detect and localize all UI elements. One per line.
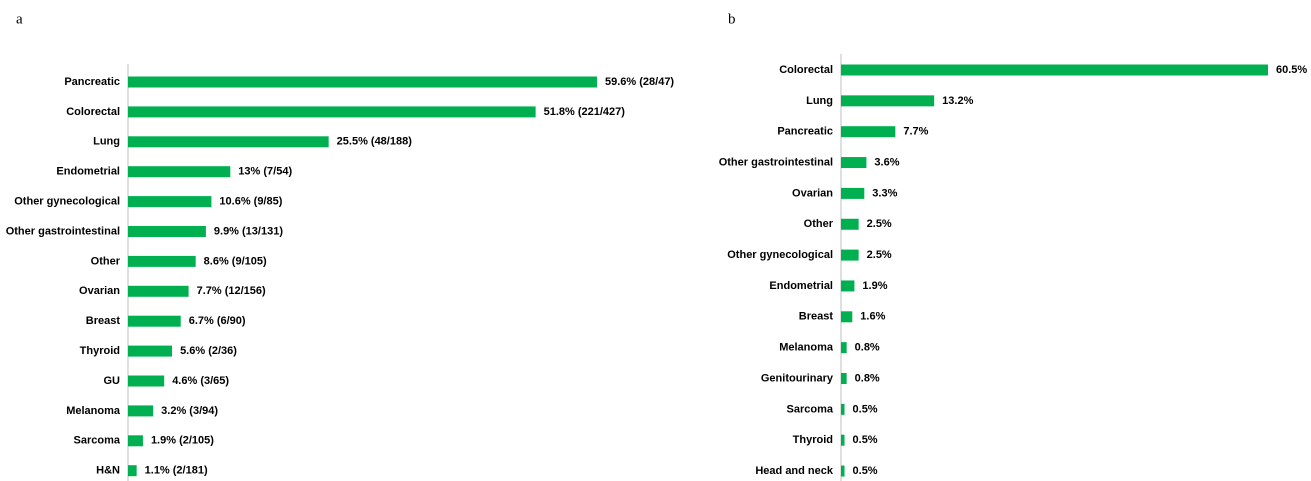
bar <box>841 403 845 415</box>
value-label: 51.8% (221/427) <box>544 106 626 118</box>
value-label: 1.6% <box>860 311 885 323</box>
category-label: Colorectal <box>66 106 120 118</box>
category-label: Pancreatic <box>64 76 120 88</box>
category-label: Other <box>91 255 121 267</box>
bar <box>128 106 536 118</box>
category-label: Other gastrointestinal <box>719 156 833 168</box>
bar <box>841 280 855 292</box>
value-label: 1.9% <box>862 280 887 292</box>
bar <box>128 226 206 237</box>
value-label: 0.8% <box>855 372 880 384</box>
value-label: 4.6% (3/65) <box>172 375 229 387</box>
bar <box>128 285 189 297</box>
bar <box>841 64 1268 76</box>
category-label: Endometrial <box>56 166 120 178</box>
category-label: Breast <box>799 311 834 323</box>
value-label: 5.6% (2/36) <box>180 345 237 357</box>
value-label: 3.2% (3/94) <box>161 405 218 417</box>
category-label: Sarcoma <box>74 435 121 447</box>
category-label: Thyroid <box>793 434 833 446</box>
category-label: Sarcoma <box>787 403 834 415</box>
value-label: 1.9% (2/105) <box>151 435 214 447</box>
value-label: 0.5% <box>853 434 878 446</box>
bar <box>128 405 154 417</box>
category-label: Other <box>804 218 834 230</box>
value-label: 25.5% (48/188) <box>337 136 413 148</box>
bar <box>128 345 173 357</box>
bar <box>841 187 865 199</box>
value-label: 7.7% (12/156) <box>197 285 266 297</box>
category-label: Melanoma <box>779 342 834 354</box>
bar <box>841 157 867 169</box>
bar <box>128 375 165 387</box>
category-label: H&N <box>96 465 120 477</box>
value-label: 7.7% <box>903 126 928 138</box>
bar <box>841 373 847 384</box>
bar <box>128 255 196 267</box>
category-label: Genitourinary <box>761 372 834 384</box>
category-label: Melanoma <box>66 405 121 417</box>
panel-label: a <box>16 11 23 27</box>
bar <box>128 76 597 88</box>
bar <box>841 465 845 477</box>
category-label: Other gynecological <box>727 249 833 261</box>
value-label: 10.6% (9/85) <box>219 196 282 208</box>
value-label: 0.8% <box>855 342 880 354</box>
category-label: Other gastrointestinal <box>6 225 120 237</box>
category-label: Breast <box>86 315 121 327</box>
bar <box>841 126 896 138</box>
category-label: Pancreatic <box>777 126 833 138</box>
category-label: Ovarian <box>792 187 833 199</box>
bar <box>841 218 859 230</box>
value-label: 3.6% <box>874 156 899 168</box>
value-label: 13.2% <box>942 95 973 107</box>
value-label: 6.7% (6/90) <box>189 315 246 327</box>
bar <box>841 311 853 323</box>
bar <box>128 196 212 208</box>
value-label: 1.1% (2/181) <box>145 465 208 477</box>
value-label: 13% (7/54) <box>238 166 292 178</box>
value-label: 8.6% (9/105) <box>204 255 267 267</box>
bar <box>128 315 181 327</box>
value-label: 60.5% <box>1276 64 1307 76</box>
category-label: Head and neck <box>755 465 834 477</box>
category-label: Other gynecological <box>14 196 120 208</box>
value-label: 2.5% <box>867 218 892 230</box>
value-label: 59.6% (28/47) <box>605 76 674 88</box>
value-label: 2.5% <box>867 249 892 261</box>
bar <box>841 95 935 107</box>
bar <box>128 136 329 148</box>
category-label: Lung <box>93 136 120 148</box>
value-label: 0.5% <box>853 465 878 477</box>
value-label: 0.5% <box>853 403 878 415</box>
category-label: GU <box>104 375 121 387</box>
bar <box>128 435 143 447</box>
panel-label: b <box>728 11 736 27</box>
value-label: 9.9% (13/131) <box>214 225 283 237</box>
category-label: Thyroid <box>80 345 120 357</box>
bar <box>841 249 859 261</box>
value-label: 3.3% <box>872 187 897 199</box>
bar <box>128 465 137 477</box>
category-label: Endometrial <box>769 280 833 292</box>
bar <box>128 166 231 178</box>
bar <box>841 342 847 354</box>
category-label: Lung <box>806 95 833 107</box>
category-label: Colorectal <box>779 64 833 76</box>
category-label: Ovarian <box>79 285 120 297</box>
bar <box>841 434 845 446</box>
